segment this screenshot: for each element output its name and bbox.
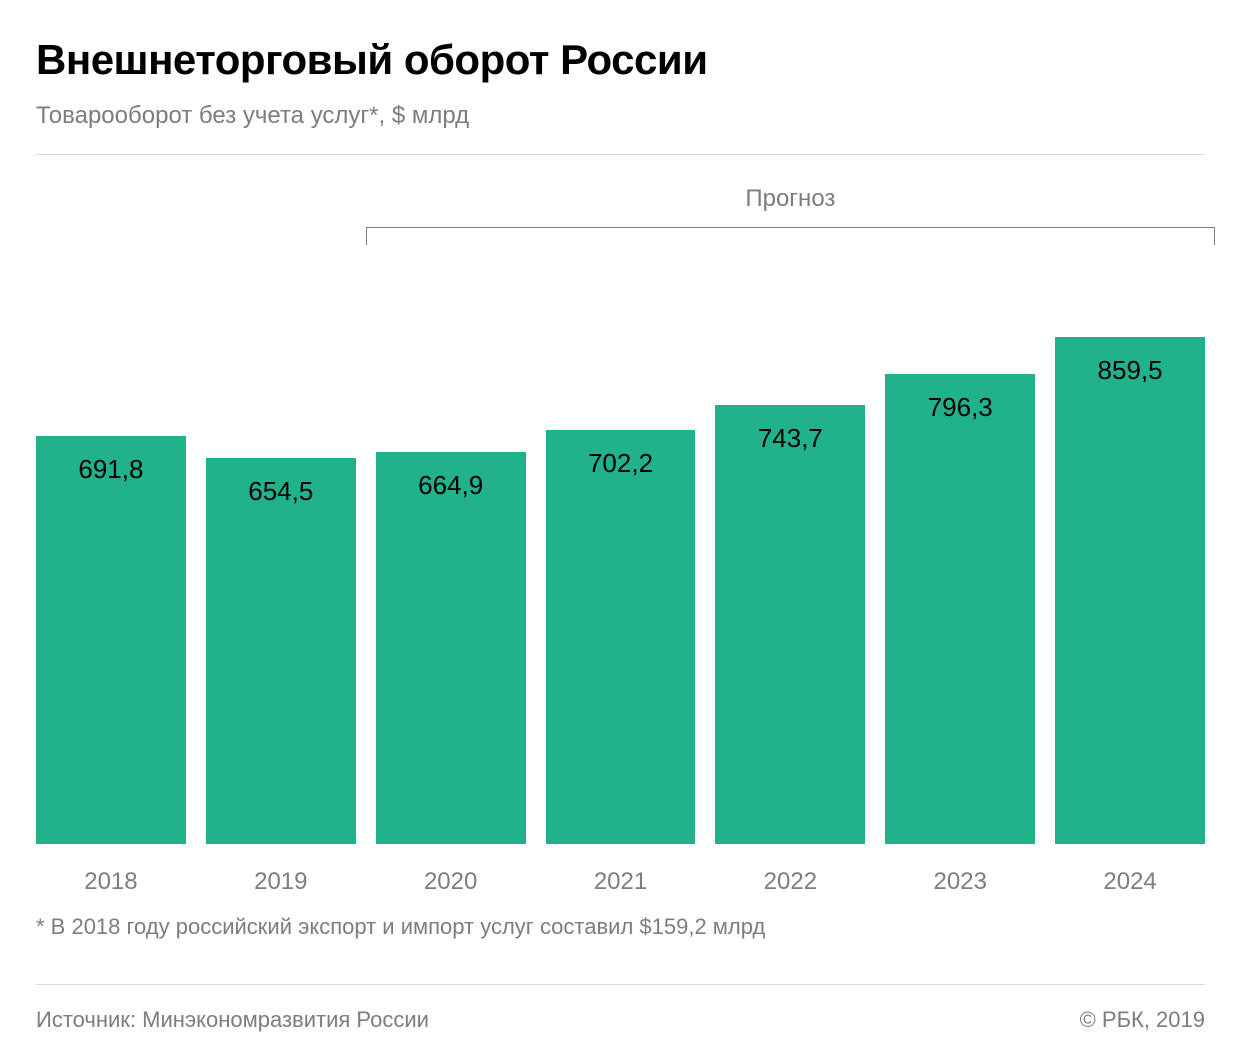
bar-value-label: 691,8 bbox=[36, 454, 186, 485]
chart-footnote: * В 2018 году российский экспорт и импор… bbox=[36, 914, 1205, 940]
bar: 743,7 bbox=[715, 405, 865, 844]
bar-value-label: 702,2 bbox=[546, 448, 696, 479]
footer-divider bbox=[36, 984, 1205, 985]
bar-wrap: 859,5 bbox=[1055, 254, 1205, 844]
bar: 691,8 bbox=[36, 436, 186, 844]
bar-wrap: 664,9 bbox=[376, 254, 526, 844]
bars-container: 691,8 654,5 664,9 702,2 743,7 796,3 859,5 bbox=[36, 254, 1205, 844]
header-divider bbox=[36, 154, 1205, 155]
chart-subtitle: Товарооборот без учета услуг*, $ млрд bbox=[36, 102, 1205, 130]
bar: 664,9 bbox=[376, 452, 526, 844]
bar-value-label: 664,9 bbox=[376, 470, 526, 501]
bar-value-label: 654,5 bbox=[206, 476, 356, 507]
bar: 654,5 bbox=[206, 458, 356, 844]
bar: 859,5 bbox=[1055, 337, 1205, 844]
chart-area: Прогноз 691,8 654,5 664,9 702,2 743,7 796,3 85… bbox=[36, 179, 1205, 844]
bar-wrap: 796,3 bbox=[885, 254, 1035, 844]
bar-wrap: 691,8 bbox=[36, 254, 186, 844]
bar: 796,3 bbox=[885, 374, 1035, 844]
footer-row: Источник: Минэкономразвития России © РБК… bbox=[36, 1007, 1205, 1033]
bar-wrap: 654,5 bbox=[206, 254, 356, 844]
x-axis: 2018 2019 2020 2021 2022 2023 2024 bbox=[36, 868, 1205, 896]
bar-value-label: 743,7 bbox=[715, 423, 865, 454]
x-axis-label: 2021 bbox=[546, 868, 696, 896]
bar-value-label: 796,3 bbox=[885, 392, 1035, 423]
x-axis-label: 2022 bbox=[715, 868, 865, 896]
bar-wrap: 743,7 bbox=[715, 254, 865, 844]
x-axis-label: 2018 bbox=[36, 868, 186, 896]
x-axis-label: 2024 bbox=[1055, 868, 1205, 896]
bar-wrap: 702,2 bbox=[546, 254, 696, 844]
forecast-label: Прогноз bbox=[745, 185, 835, 213]
x-axis-label: 2023 bbox=[885, 868, 1035, 896]
source-label: Источник: Минэкономразвития России bbox=[36, 1007, 429, 1033]
bar-value-label: 859,5 bbox=[1055, 355, 1205, 386]
copyright-label: © РБК, 2019 bbox=[1080, 1007, 1205, 1033]
bar: 702,2 bbox=[546, 430, 696, 844]
chart-title: Внешнеторговый оборот России bbox=[36, 36, 1205, 84]
forecast-bracket bbox=[366, 227, 1215, 245]
x-axis-label: 2020 bbox=[376, 868, 526, 896]
x-axis-label: 2019 bbox=[206, 868, 356, 896]
